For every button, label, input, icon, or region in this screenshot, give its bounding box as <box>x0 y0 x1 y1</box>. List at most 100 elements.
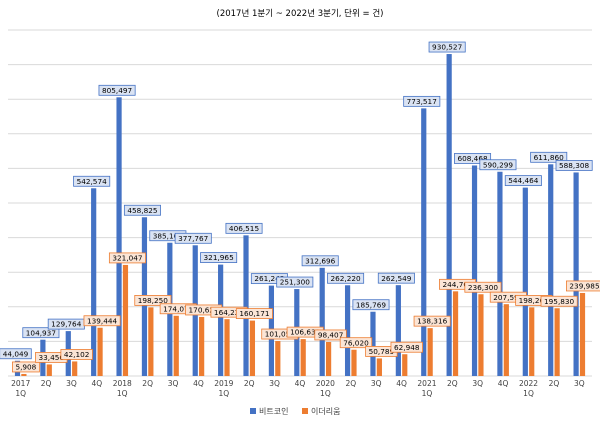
bitcoin-data-label: 312,696 <box>301 255 339 267</box>
data-label-text: 321,965 <box>204 253 234 262</box>
bitcoin-data-label: 129,764 <box>47 318 85 330</box>
ethereum-bar <box>275 341 281 376</box>
ethereum-data-label: 5,908 <box>11 361 40 373</box>
data-label-text: 262,220 <box>330 274 361 283</box>
bitcoin-data-label: 773,517 <box>403 95 441 107</box>
data-label-text: 385,163 <box>153 231 184 240</box>
ethereum-bar <box>122 264 129 376</box>
ethereum-data-label: 138,316 <box>413 315 451 327</box>
data-label-text: 239,985 <box>569 282 599 291</box>
data-label-text: 611,860 <box>534 153 565 162</box>
bitcoin-data-label: 805,497 <box>98 84 136 96</box>
data-label-text: 590,299 <box>483 160 514 169</box>
x-tick-label: 2Q <box>41 379 52 388</box>
ethereum-bar <box>21 373 27 376</box>
bitcoin-bar <box>344 285 351 376</box>
ethereum-data-label: 62,948 <box>390 341 423 353</box>
data-label-text: 138,316 <box>417 317 448 326</box>
ethereum-data-label: 139,444 <box>83 315 121 327</box>
data-label-text: 198,250 <box>138 296 169 305</box>
bitcoin-bar <box>243 235 249 376</box>
ethereum-bar <box>351 349 357 376</box>
x-tick-label-sub: 1Q <box>15 389 26 398</box>
ethereum-bar <box>224 319 230 376</box>
ethereum-bar <box>503 304 509 376</box>
data-label-text: 261,242 <box>254 274 284 283</box>
bitcoin-data-label: 611,860 <box>530 151 568 163</box>
data-label-text: 50,789 <box>369 347 395 356</box>
data-label-text: 773,517 <box>407 97 438 106</box>
data-label-text: 5,908 <box>15 363 36 372</box>
data-label-text: 195,830 <box>544 297 575 306</box>
bitcoin-data-label: 590,299 <box>479 159 517 171</box>
ethereum-bar <box>402 354 408 376</box>
x-tick-label: 2Q <box>549 379 560 388</box>
ethereum-bar <box>452 291 459 376</box>
chart-title: (2017년 1분기 ~ 2022년 3분기, 단위 = 건) <box>217 8 384 19</box>
ethereum-bar <box>97 327 103 376</box>
ethereum-bar <box>529 307 535 376</box>
x-tick-label-sub: 1Q <box>218 389 229 398</box>
bitcoin-data-label: 377,767 <box>174 232 212 244</box>
data-label-text: 262,549 <box>381 274 412 283</box>
data-label-text: 236,300 <box>468 283 499 292</box>
data-label-text: 164,226 <box>214 308 245 317</box>
ethereum-data-label: 98,407 <box>314 329 347 341</box>
x-tick-label: 4Q <box>396 379 407 388</box>
bitcoin-data-label: 542,574 <box>73 175 111 187</box>
ethereum-bar <box>72 361 78 376</box>
ethereum-data-label: 160,171 <box>235 308 273 319</box>
data-label-text: 170,621 <box>189 306 219 315</box>
bitcoin-bar <box>522 187 528 376</box>
data-label-text: 76,020 <box>343 338 369 347</box>
bitcoin-bar <box>218 264 224 376</box>
data-label-text: 174,075 <box>163 304 193 313</box>
x-tick-label-sub: 1Q <box>320 389 331 398</box>
x-tick-label: 2020 <box>316 379 335 388</box>
bitcoin-bar <box>421 108 427 376</box>
x-tick-label: 3Q <box>472 379 483 388</box>
bitcoin-bar <box>319 267 325 376</box>
legend-label: 비트코인 <box>259 406 288 416</box>
data-label-text: 106,631 <box>290 328 320 337</box>
bitcoin-data-label: 458,825 <box>123 204 161 216</box>
x-tick-label-sub: 1Q <box>117 389 128 398</box>
data-label-text: 588,308 <box>559 161 590 170</box>
ethereum-bar <box>376 358 382 376</box>
data-label-text: 98,407 <box>318 331 344 340</box>
data-label-text: 207,590 <box>493 293 524 302</box>
x-tick-label: 2019 <box>214 379 233 388</box>
ethereum-bar <box>579 292 586 376</box>
data-label-text: 42,102 <box>64 350 90 359</box>
bitcoin-data-label: 608,468 <box>454 153 492 164</box>
x-tick-label-sub: 1Q <box>523 389 534 398</box>
ethereum-bar <box>478 294 484 376</box>
bitcoin-bar <box>116 97 122 376</box>
x-tick-label: 2018 <box>113 379 132 388</box>
x-tick-label: 4Q <box>498 379 509 388</box>
bitcoin-data-label: 44,049 <box>0 348 32 360</box>
bitcoin-data-label: 930,527 <box>428 41 466 53</box>
x-tick-label: 3Q <box>66 379 77 388</box>
legend: 비트코인 이더리움 <box>250 406 340 416</box>
data-label-text: 805,497 <box>102 86 133 95</box>
x-tick-label: 3Q <box>168 379 179 388</box>
legend-swatch-bitcoin <box>250 408 256 414</box>
x-tick-label: 4Q <box>193 379 204 388</box>
data-label-text: 33,450 <box>39 353 65 362</box>
x-tick-label: 3Q <box>371 379 382 388</box>
data-label-text: 198,262 <box>519 296 549 305</box>
bitcoin-data-label: 544,464 <box>504 175 542 187</box>
data-label-text: 544,464 <box>508 176 539 185</box>
bitcoin-data-label: 262,220 <box>327 272 365 284</box>
bitcoin-bar <box>91 188 97 376</box>
bitcoin-data-label: 321,965 <box>200 252 238 264</box>
x-tick-label: 2017 <box>11 379 30 388</box>
x-tick-label: 3Q <box>269 379 280 388</box>
ethereum-bar <box>554 308 560 376</box>
bitcoin-bar <box>497 171 503 376</box>
